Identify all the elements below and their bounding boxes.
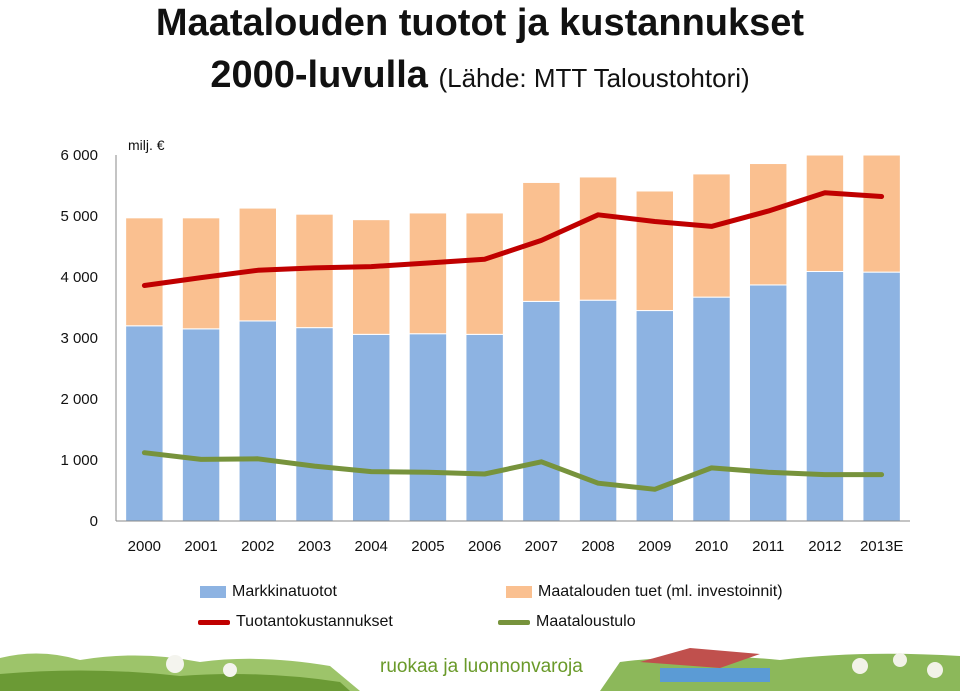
- footer-banner: [0, 648, 960, 691]
- footer-sheep-icon: [223, 663, 237, 677]
- legend-swatch-markkinatuotot: [200, 586, 226, 598]
- bar-tuet: [181, 217, 221, 330]
- y-tick-label: 1 000: [60, 452, 98, 469]
- footer-sheep-icon: [166, 655, 184, 673]
- x-tick-label: 2007: [525, 538, 558, 555]
- legend-item-markkinatuotot: Markkinatuotot: [200, 583, 337, 601]
- footer-roof-icon: [640, 648, 760, 668]
- bar-tuet: [125, 217, 164, 327]
- x-tick-label: 2008: [581, 538, 614, 555]
- legend-swatch-tuotantokustannukset: [198, 619, 230, 625]
- bar-markkinatuotot: [578, 299, 618, 522]
- bar-markkinatuotot: [805, 271, 845, 522]
- legend-item-tuet: Maatalouden tuet (ml. investoinnit): [506, 583, 783, 601]
- y-tick-label: 2 000: [60, 391, 98, 408]
- footer-flower-icon: [927, 662, 943, 678]
- x-tick-label: 2012: [808, 538, 841, 555]
- legend-item-maataloustulo: Maataloustulo: [498, 613, 636, 631]
- y-tick-label: 6 000: [60, 147, 98, 164]
- bar-tuet: [862, 154, 901, 273]
- y-tick-label: 0: [90, 513, 98, 530]
- y-unit-label: milj. €: [128, 137, 165, 153]
- x-tick-label: 2006: [468, 538, 501, 555]
- x-tick-label: 2011: [752, 538, 784, 555]
- footer-water: [660, 668, 770, 682]
- legend-label-tuotantokustannukset: Tuotantokustannukset: [236, 613, 393, 630]
- bar-markkinatuotot: [522, 300, 561, 522]
- bar-tuet: [748, 163, 788, 286]
- bar-markkinatuotot: [238, 320, 278, 522]
- x-tick-label: 2010: [695, 538, 728, 555]
- bar-markkinatuotot: [862, 271, 901, 522]
- x-tick-label: 2005: [411, 538, 444, 555]
- chart-source: (Lähde: MTT Taloustohtori): [438, 63, 750, 93]
- bar-markkinatuotot: [748, 284, 788, 522]
- bar-markkinatuotot: [465, 333, 504, 522]
- bar-tuet: [578, 176, 618, 301]
- footer-flower-icon: [852, 658, 868, 674]
- legend-swatch-tuet: [506, 586, 532, 598]
- legend-label-tuet: Maatalouden tuet (ml. investoinnit): [538, 583, 783, 600]
- legend-item-tuotantokustannukset: Tuotantokustannukset: [198, 613, 393, 631]
- x-tick-label: 2009: [638, 538, 671, 555]
- bar-markkinatuotot: [295, 327, 334, 522]
- x-tick-label: 2002: [241, 538, 274, 555]
- bar-tuet: [805, 154, 845, 273]
- footer-field-left: [0, 670, 350, 691]
- bar-markkinatuotot: [408, 333, 448, 522]
- x-tick-label: 2003: [298, 538, 331, 555]
- footer-slogan: ruokaa ja luonnonvaroja: [380, 656, 583, 677]
- chart-subtitle-period: 2000-luvulla: [210, 54, 428, 96]
- bar-tuet: [692, 173, 731, 298]
- bar-markkinatuotot: [125, 325, 164, 522]
- bar-markkinatuotot: [692, 296, 731, 522]
- x-tick-label: 2000: [128, 538, 161, 555]
- bar-markkinatuotot: [351, 333, 391, 522]
- bar-markkinatuotot: [181, 328, 221, 522]
- legend-label-maataloustulo: Maataloustulo: [536, 613, 636, 630]
- x-tick-label: 2001: [184, 538, 217, 555]
- y-tick-label: 3 000: [60, 330, 98, 347]
- x-tick-label: 2004: [355, 538, 388, 555]
- line-maataloustulo: [141, 450, 885, 492]
- chart-subtitle: 2000-luvulla (Lähde: MTT Taloustohtori): [0, 56, 960, 94]
- y-tick-label: 4 000: [60, 269, 98, 286]
- bar-tuet: [465, 212, 504, 335]
- legend-label-markkinatuotot: Markkinatuotot: [232, 583, 337, 600]
- legend-swatch-maataloustulo: [498, 619, 530, 625]
- bar-tuet: [351, 219, 391, 335]
- line-tuotantokustannukset: [141, 190, 885, 288]
- x-tick-label: 2013E: [860, 538, 903, 555]
- y-tick-label: 5 000: [60, 208, 98, 225]
- bar-tuet: [635, 190, 675, 312]
- footer-flower-icon: [893, 653, 907, 667]
- chart-title: Maatalouden tuotot ja kustannukset: [155, 2, 805, 44]
- bar-tuet: [408, 212, 448, 335]
- bar-tuet: [238, 207, 278, 322]
